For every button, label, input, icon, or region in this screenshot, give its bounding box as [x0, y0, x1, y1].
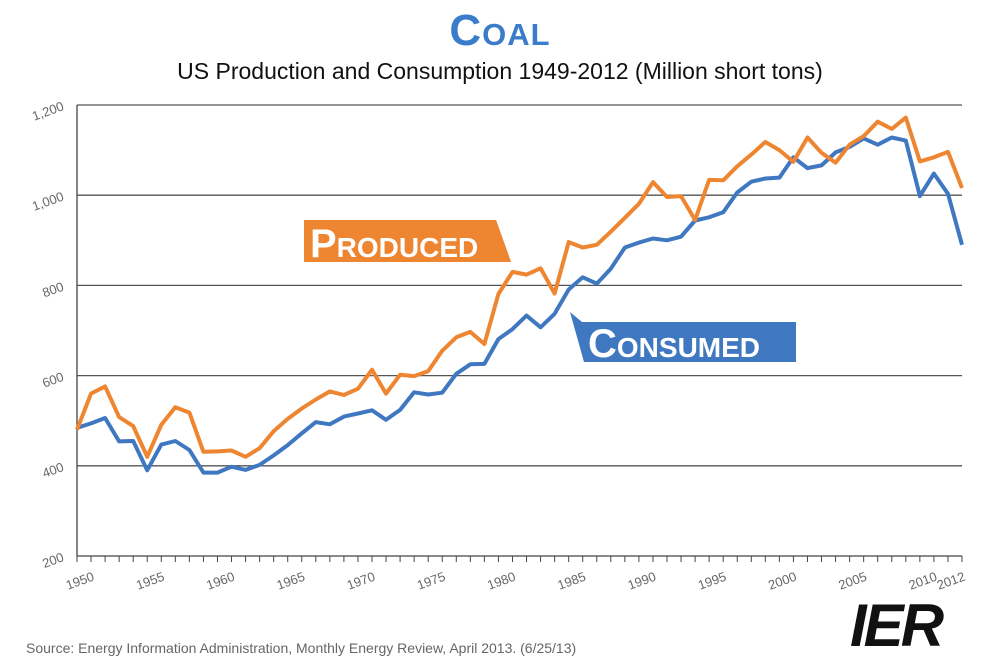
- x-tick-label: 1995: [696, 569, 728, 593]
- x-tick-label: 1960: [204, 569, 236, 593]
- y-tick-label: 1,000: [30, 189, 66, 214]
- x-tick-label: 2010: [907, 569, 939, 593]
- chart-title: Coal: [449, 6, 551, 55]
- x-tick-label: 1950: [64, 569, 96, 593]
- x-tick-label: 1965: [274, 569, 306, 593]
- x-tick-label: 1970: [345, 569, 377, 593]
- x-tick-label: 2005: [836, 569, 868, 593]
- y-tick-label: 600: [40, 369, 66, 391]
- y-tick-label: 800: [40, 279, 66, 301]
- legend-consumed: Consumed: [588, 322, 760, 366]
- y-tick-label: 200: [40, 549, 66, 571]
- y-tick-label: 400: [40, 459, 66, 481]
- series-line-produced: [75, 115, 964, 459]
- y-tick-label: 1,200: [30, 98, 66, 123]
- x-tick-label: 1975: [415, 569, 447, 593]
- x-tick-label: 2012: [935, 569, 967, 593]
- x-tick-label: 1955: [134, 569, 166, 593]
- series-line-consumed: [76, 135, 964, 475]
- ier-logo: IER: [850, 592, 944, 659]
- source-note: Source: Energy Information Administratio…: [26, 640, 577, 656]
- produced-label-pointer: [496, 220, 511, 262]
- chart-subtitle: US Production and Consumption 1949-2012 …: [177, 58, 823, 84]
- consumed-label-box: [570, 312, 796, 362]
- x-tick-label: 1985: [555, 569, 587, 593]
- legend-produced: Produced: [310, 222, 478, 266]
- x-tick-label: 2000: [766, 569, 798, 593]
- produced-label-box: [304, 220, 511, 262]
- x-tick-label: 1980: [485, 569, 517, 593]
- x-tick-label: 1990: [626, 569, 658, 593]
